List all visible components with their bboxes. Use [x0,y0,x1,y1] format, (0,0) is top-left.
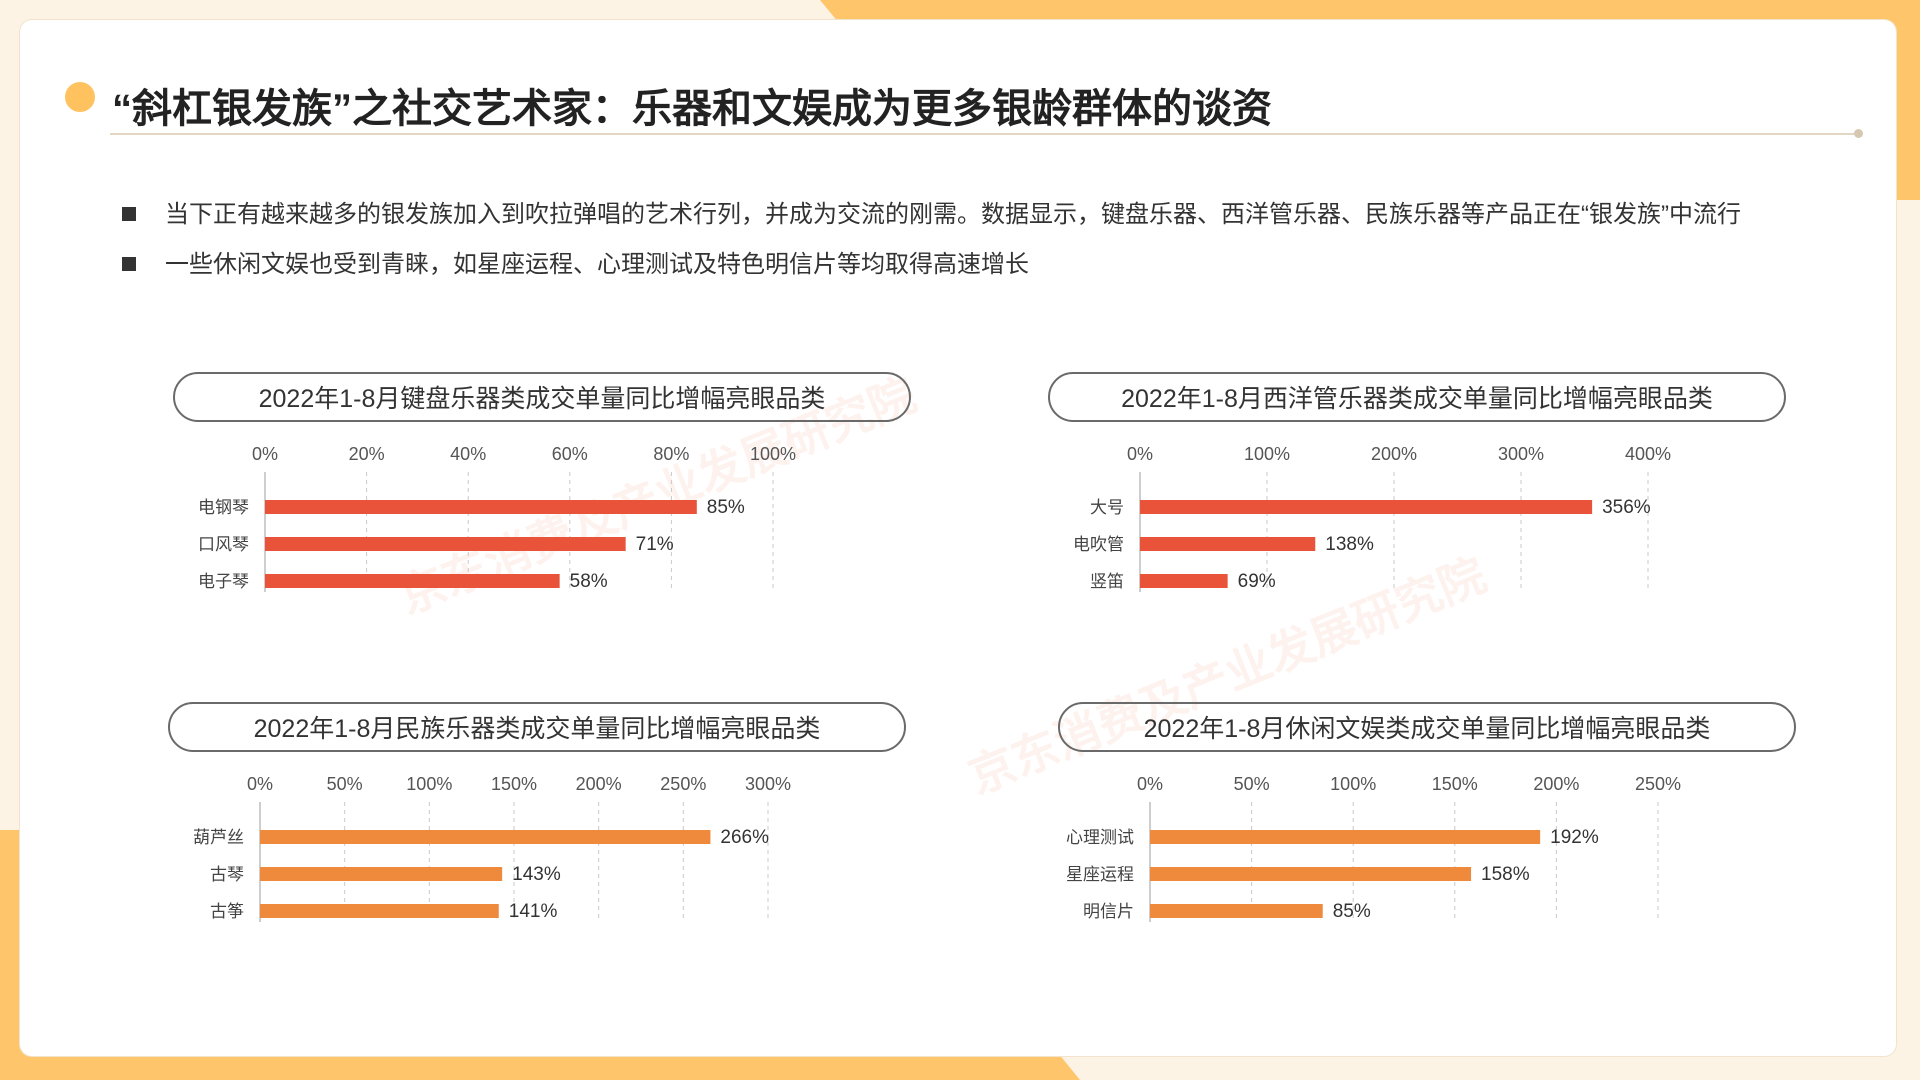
category-label: 电吹管 [1073,535,1124,554]
category-label: 竖笛 [1090,572,1124,591]
category-label: 明信片 [1083,902,1134,921]
x-tick-label: 250% [660,774,706,794]
bar [1150,867,1472,881]
x-tick-label: 80% [653,444,689,464]
category-label: 古筝 [210,902,244,921]
title-underline-end-dot [1854,129,1863,138]
category-label: 电子琴 [198,572,249,591]
x-tick-label: 250% [1635,774,1681,794]
value-label: 356% [1602,497,1651,518]
x-tick-label: 200% [1371,444,1417,464]
category-label: 葫芦丝 [193,828,244,847]
value-label: 85% [1333,901,1371,922]
x-tick-label: 50% [1234,774,1270,794]
chart-keyboard-instruments: 2022年1-8月键盘乐器类成交单量同比增幅亮眼品类 0% 20% 40% 60% 80… [165,372,925,672]
x-tick-label: 100% [1244,444,1290,464]
bar [1150,830,1541,844]
category-label: 电钢琴 [198,498,249,517]
chart-svg: 0% 20% 40% 60% 80% 100% 电钢琴 85% 口风琴 71% 电子琴 58% [198,444,796,592]
slide-card: “斜杠银发族”之社交艺术家：乐器和文娱成为更多银龄群体的谈资 当下正有越来越多的… [20,20,1896,1056]
chart-title: 2022年1-8月西洋管乐器类成交单量同比增幅亮眼品类 [1048,372,1786,422]
x-tick-label: 0% [252,444,278,464]
value-label: 85% [707,497,745,518]
bar [265,574,560,588]
x-tick-label: 150% [1432,774,1478,794]
value-label: 141% [509,901,558,922]
bullet-text: 一些休闲文娱也受到青睐，如星座运程、心理测试及特色明信片等均取得高速增长 [165,251,1029,278]
category-label: 口风琴 [198,535,249,554]
category-label: 古琴 [210,865,244,884]
value-label: 266% [720,827,769,848]
x-tick-label: 200% [576,774,622,794]
bar [1150,904,1323,918]
value-label: 192% [1550,827,1599,848]
x-tick-label: 60% [552,444,588,464]
x-tick-label: 300% [1498,444,1544,464]
bullet-text: 当下正有越来越多的银发族加入到吹拉弹唱的艺术行列，并成为交流的刚需。数据显示，键… [165,201,1741,228]
x-tick-label: 100% [1330,774,1376,794]
chart-svg: 0% 100% 200% 300% 400% 大号 356% 电吹管 138% 竖笛 69% [1073,444,1671,592]
x-tick-label: 100% [406,774,452,794]
bar [265,537,626,551]
x-tick-label: 0% [1137,774,1163,794]
bar [260,904,499,918]
x-tick-label: 0% [1127,444,1153,464]
x-tick-label: 40% [450,444,486,464]
bullet-list: 当下正有越来越多的银发族加入到吹拉弹唱的艺术行列，并成为交流的刚需。数据显示，键… [120,190,1840,290]
x-tick-label: 150% [491,774,537,794]
bullet-item: 一些休闲文娱也受到青睐，如星座运程、心理测试及特色明信片等均取得高速增长 [120,240,1840,290]
x-tick-label: 0% [247,774,273,794]
bar [1140,537,1316,551]
chart-leisure-entertainment: 2022年1-8月休闲文娱类成交单量同比增幅亮眼品类 0% 50% 100% 150%… [1050,702,1810,1002]
x-tick-label: 50% [327,774,363,794]
chart-western-wind-instruments: 2022年1-8月西洋管乐器类成交单量同比增幅亮眼品类 0% 100% 200% 30… [1040,372,1800,672]
x-tick-label: 300% [745,774,791,794]
chart-title: 2022年1-8月键盘乐器类成交单量同比增幅亮眼品类 [173,372,911,422]
chart-title: 2022年1-8月休闲文娱类成交单量同比增幅亮眼品类 [1058,702,1796,752]
page-title: “斜杠银发族”之社交艺术家：乐器和文娱成为更多银龄群体的谈资 [112,87,1272,131]
value-label: 58% [570,571,608,592]
square-bullet-icon [122,257,136,271]
bar [1140,574,1228,588]
value-label: 158% [1481,864,1530,885]
bar [260,867,503,881]
category-label: 星座运程 [1066,865,1134,884]
title-underline [110,133,1858,135]
chart-title: 2022年1-8月民族乐器类成交单量同比增幅亮眼品类 [168,702,906,752]
value-label: 138% [1325,534,1374,555]
value-label: 143% [512,864,561,885]
bullet-item: 当下正有越来越多的银发族加入到吹拉弹唱的艺术行列，并成为交流的刚需。数据显示，键… [120,190,1840,240]
title-dot-icon [65,82,95,112]
x-tick-label: 100% [750,444,796,464]
square-bullet-icon [122,207,136,221]
bar [1140,500,1593,514]
category-label: 大号 [1090,498,1124,517]
category-label: 心理测试 [1066,828,1134,847]
x-tick-label: 200% [1533,774,1579,794]
value-label: 69% [1238,571,1276,592]
bar [260,830,711,844]
chart-svg: 0% 50% 100% 150% 200% 250% 300% 葫芦丝 266% 古琴 143% 古筝… [193,774,791,922]
value-label: 71% [636,534,674,555]
bar [265,500,697,514]
chart-svg: 0% 50% 100% 150% 200% 250% 心理测试 192% 星座运程 158% 明信片… [1066,774,1681,922]
x-tick-label: 20% [349,444,385,464]
x-tick-label: 400% [1625,444,1671,464]
chart-folk-instruments: 2022年1-8月民族乐器类成交单量同比增幅亮眼品类 0% 50% 100% 150%… [160,702,920,1002]
